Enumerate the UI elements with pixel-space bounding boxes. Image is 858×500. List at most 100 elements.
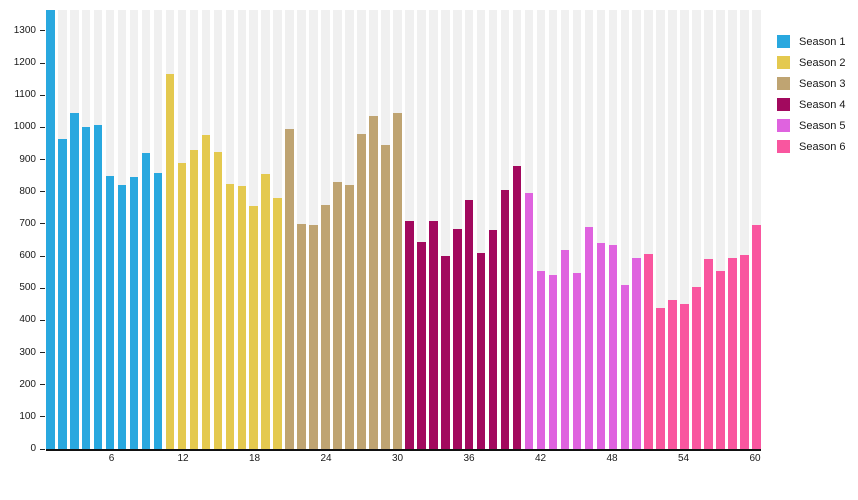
bar-season1-x4[interactable] [81,126,91,449]
bar-season4-x31[interactable] [405,220,414,449]
bar-season1-x9[interactable] [141,153,151,449]
bar-slot [285,10,294,449]
plot-area [46,10,761,451]
bar-slot [357,10,366,449]
bar-season6-x56[interactable] [704,259,713,449]
bar-slot [668,10,677,449]
bar-season3-x25[interactable] [333,182,342,449]
bar-season3-x30[interactable] [393,112,402,449]
bar-slot [165,10,175,449]
bar-season2-x12[interactable] [177,162,187,449]
bar-season5-x44[interactable] [560,249,570,449]
bar-season2-x11[interactable] [165,74,175,449]
bar-season3-x29[interactable] [381,145,390,449]
legend-item-season-1[interactable]: Season 1 [777,31,845,52]
background-stripe [632,10,642,449]
bar-slot [405,10,414,449]
x-tick-label: 18 [248,453,261,464]
bar-slot [524,10,534,449]
bar-season4-x37[interactable] [476,252,486,449]
bar-slot [69,10,79,449]
bar-season3-x27[interactable] [357,133,366,449]
bar-season2-x20[interactable] [273,197,282,449]
y-tick-mark [40,159,45,161]
bar-season4-x38[interactable] [488,230,498,449]
bar-season5-x48[interactable] [608,244,618,449]
bar-season3-x23[interactable] [309,224,318,449]
bar-season6-x58[interactable] [728,257,737,449]
background-stripe [740,10,749,449]
bar-season4-x34[interactable] [440,256,450,449]
bar-season6-x54[interactable] [680,304,689,449]
bar-season1-x5[interactable] [93,124,103,449]
y-tick-label: 1000 [13,121,36,133]
bar-season4-x39[interactable] [500,190,510,449]
background-stripe [656,10,665,449]
bar-season6-x55[interactable] [692,287,701,449]
bar-season6-x59[interactable] [740,255,749,449]
bar-season3-x24[interactable] [321,204,330,449]
legend-item-season-4[interactable]: Season 4 [777,94,845,115]
bar-season5-x43[interactable] [548,275,558,449]
bar-season4-x33[interactable] [429,221,438,449]
bar-season6-x60[interactable] [752,225,761,449]
y-tick-label: 900 [19,153,36,165]
background-stripe [476,10,486,449]
bar-season1-x8[interactable] [129,177,139,449]
background-stripe [692,10,701,449]
bar-season5-x46[interactable] [584,227,594,449]
bar-season4-x36[interactable] [464,199,474,449]
y-tick-mark [40,62,45,64]
bar-season6-x57[interactable] [716,271,725,449]
bar-season3-x21[interactable] [285,129,294,449]
bar-season6-x53[interactable] [668,300,677,449]
bar-slot [488,10,498,449]
bar-season2-x18[interactable] [249,206,259,449]
bar-season3-x28[interactable] [369,116,378,449]
bar-season1-x7[interactable] [117,185,127,449]
bar-season5-x49[interactable] [620,284,630,449]
bar-season5-x47[interactable] [596,243,606,449]
bar-season1-x1[interactable] [46,10,55,449]
bar-season1-x3[interactable] [69,112,79,449]
y-tick-mark [40,416,45,418]
bar-season2-x17[interactable] [237,185,247,449]
bar-slot [740,10,749,449]
legend-item-season-2[interactable]: Season 2 [777,52,845,73]
y-tick-mark [40,191,45,193]
bar-season4-x35[interactable] [452,228,462,449]
bar-season3-x26[interactable] [345,185,354,449]
bar-season6-x52[interactable] [656,308,665,449]
bar-slot [512,10,522,449]
bar-season1-x2[interactable] [57,138,67,449]
legend-item-season-3[interactable]: Season 3 [777,73,845,94]
bar-season5-x41[interactable] [524,193,534,449]
background-stripe [704,10,713,449]
bar-slot [752,10,761,449]
legend-item-season-5[interactable]: Season 5 [777,115,845,136]
background-stripe [608,10,618,449]
legend-item-season-6[interactable]: Season 6 [777,136,845,157]
bar-season4-x40[interactable] [512,165,522,449]
bar-season1-x6[interactable] [105,175,115,449]
x-tick-label: 12 [177,453,189,464]
legend-swatch-icon [777,119,790,132]
bar-slot [393,10,402,449]
bar-season2-x13[interactable] [189,149,199,449]
bar-season1-x10[interactable] [153,173,163,449]
bar-season2-x15[interactable] [213,151,223,449]
y-tick-mark [40,30,45,32]
bar-season6-x51[interactable] [644,254,654,449]
bar-season2-x14[interactable] [201,135,211,449]
background-stripe [536,10,546,449]
bar-season5-x42[interactable] [536,270,546,449]
bar-season3-x22[interactable] [297,223,306,449]
bar-season4-x32[interactable] [417,241,426,449]
bar-slot [429,10,438,449]
bar-season5-x45[interactable] [572,272,582,449]
bar-season2-x19[interactable] [261,174,271,449]
background-stripe [668,10,677,449]
bar-season5-x50[interactable] [632,258,642,449]
bar-slot [704,10,713,449]
bar-season2-x16[interactable] [225,183,235,449]
